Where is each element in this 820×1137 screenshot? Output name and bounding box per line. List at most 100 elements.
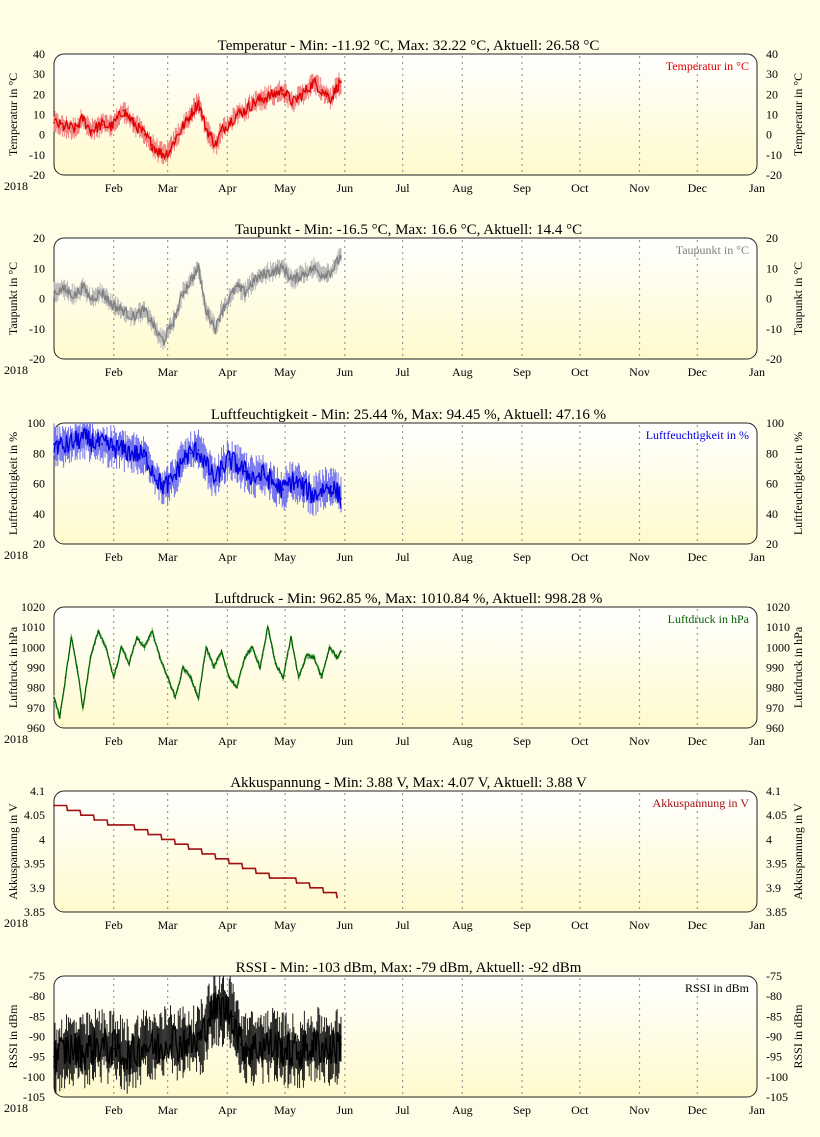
y-tick-label-right: -10 <box>766 148 782 162</box>
data-point <box>105 646 107 649</box>
x-tick-label: Aug <box>452 550 473 564</box>
x-tick-label: Sep <box>513 734 531 748</box>
data-point <box>189 113 192 116</box>
data-point <box>309 886 312 889</box>
x-tick-label: Jan <box>749 734 765 748</box>
chart-panel: Luftfeuchtigkeit - Min: 25.44 %, Max: 94… <box>4 407 805 564</box>
x-tick-label: Apr <box>218 550 237 564</box>
data-point <box>282 488 285 491</box>
x-tick-label: Feb <box>105 734 123 748</box>
y-tick-label-right: 4.05 <box>766 808 787 822</box>
y-tick-label-right: 80 <box>766 446 778 460</box>
data-point <box>263 473 265 476</box>
y-tick-label-left: 80 <box>33 446 45 460</box>
data-point <box>336 656 339 659</box>
data-point <box>162 153 165 156</box>
chart-title: Luftfeuchtigkeit - Min: 25.44 %, Max: 94… <box>211 407 606 423</box>
data-point <box>282 89 285 92</box>
x-tick-label: Feb <box>105 918 123 932</box>
y-tick-label-left: 3.9 <box>30 881 45 895</box>
data-point <box>151 143 154 146</box>
data-point <box>101 443 104 446</box>
y-tick-label-right: -20 <box>766 168 782 182</box>
data-point <box>168 482 171 485</box>
year-label: 2018 <box>4 548 28 562</box>
y-axis-label-right: Taupunkt in °C <box>791 262 805 335</box>
data-point <box>313 656 315 659</box>
x-tick-label: Oct <box>571 365 589 379</box>
x-tick-label: May <box>274 1103 296 1117</box>
data-point <box>236 686 238 689</box>
y-tick-label-left: -10 <box>29 148 45 162</box>
y-tick-label-left: 4 <box>39 832 45 846</box>
x-tick-label: Feb <box>105 365 123 379</box>
data-point <box>301 93 304 96</box>
y-tick-label-left: 10 <box>33 108 45 122</box>
data-point <box>295 882 298 884</box>
y-tick-label-right: 970 <box>766 701 784 715</box>
data-point <box>157 149 159 152</box>
x-tick-label: Nov <box>629 550 650 564</box>
y-axis-label-right: Luftdruck in hPa <box>791 626 805 708</box>
x-tick-label: May <box>274 181 296 195</box>
data-point <box>182 291 184 294</box>
y-tick-label-left: 20 <box>33 537 45 551</box>
data-point <box>220 650 223 653</box>
year-label: 2018 <box>4 363 28 377</box>
y-tick-label-left: 3.85 <box>24 905 45 919</box>
data-point <box>313 267 315 270</box>
x-tick-label: Jul <box>396 365 411 379</box>
data-point <box>313 494 315 497</box>
y-axis-label-right: Temperatur in °C <box>791 73 805 156</box>
data-point <box>53 291 55 294</box>
data-point <box>122 449 125 452</box>
data-point <box>268 877 271 880</box>
y-tick-label-right: 0 <box>766 292 772 306</box>
y-axis-label-left: Luftfeuchtigkeit in % <box>6 432 20 535</box>
x-tick-label: Jan <box>749 1103 765 1117</box>
plot-area <box>53 237 758 360</box>
y-tick-label-right: 40 <box>766 507 778 521</box>
data-point <box>236 464 238 467</box>
data-point <box>340 497 342 500</box>
y-tick-label-left: -95 <box>29 1050 45 1064</box>
y-tick-label-right: 20 <box>766 537 778 551</box>
y-tick-label-left: -85 <box>29 1009 45 1023</box>
x-tick-label: Jul <box>396 1103 411 1117</box>
x-tick-label: Jun <box>336 365 353 379</box>
data-point <box>81 437 84 440</box>
data-point <box>336 491 339 494</box>
chart-title: RSSI - Min: -103 dBm, Max: -79 dBm, Aktu… <box>236 960 582 976</box>
data-point <box>101 291 104 294</box>
x-tick-label: Nov <box>629 918 650 932</box>
x-tick-label: Jan <box>749 365 765 379</box>
data-point <box>157 479 159 482</box>
x-tick-label: Jun <box>336 1103 353 1117</box>
x-tick-label: Sep <box>513 181 531 195</box>
y-tick-label-right: 1020 <box>766 600 790 614</box>
legend-label: Taupunkt in °C <box>676 243 749 257</box>
y-tick-label-left: 40 <box>33 47 45 61</box>
data-point <box>151 630 154 633</box>
x-tick-label: Feb <box>105 181 123 195</box>
data-point <box>62 125 65 128</box>
y-axis-label-right: Luftfeuchtigkeit in % <box>791 432 805 535</box>
data-point <box>89 440 92 443</box>
y-tick-label-right: 20 <box>766 87 778 101</box>
series-line <box>53 992 342 1076</box>
data-point <box>70 636 73 639</box>
x-tick-label: Jun <box>336 181 353 195</box>
data-point <box>80 814 82 817</box>
data-point <box>197 696 200 699</box>
y-tick-label-right: 960 <box>766 721 784 735</box>
x-tick-label: Mar <box>158 918 178 932</box>
data-point <box>197 267 200 270</box>
data-point <box>143 646 146 649</box>
data-point <box>228 297 231 300</box>
y-tick-label-right: 980 <box>766 681 784 695</box>
data-point <box>182 458 184 461</box>
data-point <box>291 479 294 482</box>
data-point <box>193 1043 196 1046</box>
data-point <box>232 1015 235 1018</box>
x-tick-label: Nov <box>629 1103 650 1117</box>
